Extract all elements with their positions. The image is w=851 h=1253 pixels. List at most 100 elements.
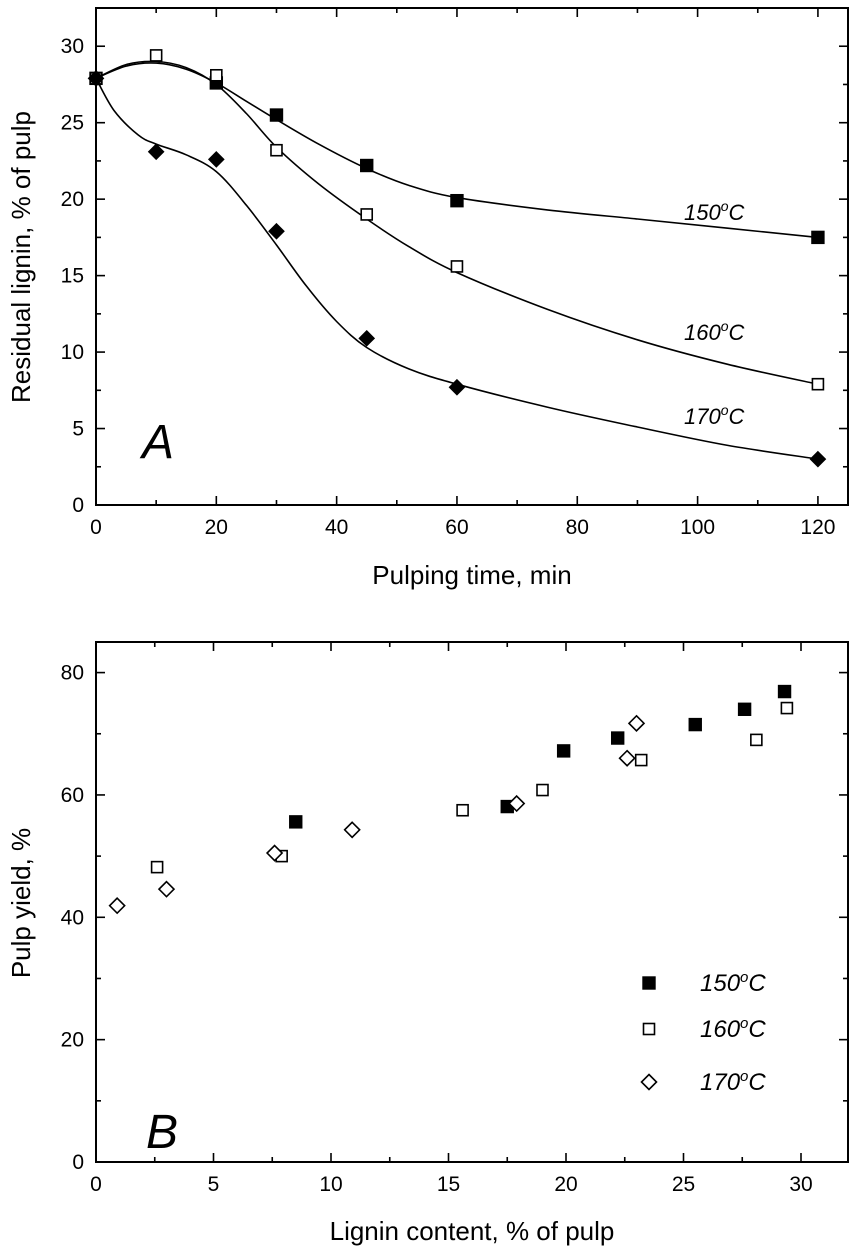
panel-a-series-170-label-degree-sign: o — [721, 402, 729, 418]
panel-a-series-150-label-unit: C — [729, 200, 745, 225]
panel-b-legend-label-150-value: 150 — [700, 970, 741, 997]
panel-a-series-170-point — [87, 69, 105, 87]
panel-a-series-170-label-value: 170 — [684, 404, 721, 429]
panel-b-legend-label-160-degree-sign: o — [740, 1015, 748, 1032]
panel-b-legend-marker-150 — [642, 976, 656, 990]
panel-a-series-150-label-degree-sign: o — [721, 198, 729, 214]
panel-a-x-axis-title: Pulping time, min — [372, 560, 571, 590]
panel-a-series-170-point — [268, 222, 285, 240]
panel-b-y-axis-title: Pulp yield, % — [6, 828, 36, 978]
panel-a-series-170-point — [207, 151, 225, 168]
panel-b-series-170 — [108, 714, 646, 915]
panel-a-plot-frame — [95, 7, 849, 506]
panel-b-y-tick-label: 60 — [61, 784, 84, 807]
panel-a-y-tick-label: 30 — [61, 35, 84, 58]
panel-a-series-150-point — [360, 158, 374, 173]
panel-a-x-tick-label: 40 — [325, 516, 348, 539]
panel-b-series-150 — [289, 684, 792, 829]
panel-a-series-170-label: 170oC — [684, 402, 745, 429]
panel-b-series-150-point — [777, 684, 792, 699]
panel-a-y-tick-label: 25 — [61, 112, 84, 135]
panel-b-legend-marker-160 — [642, 1022, 656, 1036]
panel-b-legend-label-160: 160oC — [700, 1015, 766, 1043]
panel-a-y-tick-label: 20 — [61, 188, 84, 211]
panel-a-series-170-label-unit: C — [729, 404, 745, 429]
panel-a-y-tick-label: 15 — [61, 265, 84, 288]
panel-a-x-tick-label: 80 — [566, 516, 589, 539]
panel-b-series-170-point — [618, 749, 636, 767]
panel-a: 0 20 40 60 80 100 120 0 5 10 15 20 25 30 Pulping time,… — [6, 7, 849, 590]
panel-a-series-170-point — [448, 378, 466, 396]
panel-b-series-160-point — [150, 860, 164, 874]
panel-b-x-tick-label: 5 — [208, 1173, 220, 1196]
panel-a-series-160-point — [450, 260, 464, 273]
panel-a-series-160-label-degree-sign: o — [721, 318, 729, 334]
panel-b: 0 5 10 15 20 25 30 0 20 40 60 80 Lignin content, % o… — [6, 641, 849, 1246]
panel-b-y-tick-label: 80 — [61, 662, 84, 685]
panel-a-x-tick-label: 60 — [445, 516, 468, 539]
panel-b-x-tick-label: 0 — [90, 1173, 102, 1196]
panel-b-series-170-point — [157, 880, 176, 898]
panel-a-x-tick-label: 0 — [90, 516, 102, 539]
panel-a-series-150-label-value: 150 — [684, 200, 721, 225]
panel-b-series-150-point — [737, 702, 752, 716]
panel-b-series-170-point — [265, 844, 284, 862]
panel-b-x-tick-label: 10 — [319, 1173, 342, 1196]
panel-b-y-tick-label: 40 — [61, 906, 84, 929]
panel-a-series-160-point — [811, 377, 825, 391]
panel-b-legend-label-160-unit: C — [748, 1016, 766, 1043]
panel-b-legend-label-150: 150oC — [700, 969, 766, 997]
panel-a-x-tick-label: 100 — [680, 516, 715, 539]
panel-b-series-160-point — [780, 701, 794, 715]
panel-b-legend-label-150-degree-sign: o — [740, 969, 748, 986]
panel-a-series-150-point — [450, 193, 464, 208]
panel-b-legend-label-170-degree-sign: o — [740, 1068, 748, 1085]
panel-b-legend-label-170: 170oC — [700, 1068, 766, 1096]
panel-b-x-tick-label: 25 — [672, 1173, 695, 1196]
panel-b-x-axis-title: Lignin content, % of pulp — [330, 1216, 615, 1246]
panel-b-series-160-point — [634, 753, 648, 767]
panel-a-series-170: 170oC — [87, 69, 827, 468]
panel-a-series-160-label-value: 160 — [684, 320, 721, 345]
panel-a-y-tick-label: 10 — [61, 341, 84, 364]
panel-a-series-170-point — [358, 329, 376, 347]
panel-a-series-160-fit-curve — [95, 60, 819, 385]
panel-b-letter: B — [146, 1106, 178, 1159]
panel-b-plot-frame — [95, 641, 849, 1163]
panel-b-series-160-point — [456, 803, 469, 817]
panel-a-y-axis-title: Residual lignin, % of pulp — [6, 111, 36, 403]
panel-b-series-150-point — [556, 744, 571, 758]
panel-a-y-tick-label: 5 — [72, 418, 84, 441]
panel-b-legend-label-170-unit: C — [748, 1069, 766, 1096]
panel-a-series-160-label-unit: C — [729, 320, 745, 345]
panel-a-series-150: 150oC — [89, 62, 825, 245]
panel-a-y-tick-label: 0 — [72, 494, 84, 517]
panel-a-series-150-point — [269, 108, 284, 122]
panel-b-legend-label-150-unit: C — [748, 970, 766, 997]
panel-b-legend-label-170-value: 170 — [700, 1069, 741, 1096]
panel-a-letter: A — [139, 416, 174, 469]
panel-a-series-150-point — [811, 230, 825, 245]
panel-a-series-160-point — [149, 49, 163, 62]
panel-a-series-160-label: 160oC — [684, 318, 745, 345]
panel-a-series-170-point — [809, 450, 827, 468]
panel-b-series-160-point — [750, 733, 763, 747]
panel-b-x-tick-label: 20 — [554, 1173, 577, 1196]
panel-b-series-150-point — [688, 717, 702, 732]
panel-a-x-tick-label: 120 — [800, 516, 835, 539]
panel-b-y-tick-label: 20 — [61, 1029, 84, 1052]
panel-b-series-160-point — [536, 783, 549, 797]
panel-b-x-tick-label: 30 — [789, 1173, 812, 1196]
panel-a-series-160-point — [210, 68, 223, 82]
panel-b-series-170-point — [627, 714, 646, 732]
panel-b-series-170-point — [343, 821, 361, 839]
panel-b-series-170-point — [108, 897, 126, 915]
panel-a-series-160-point — [270, 143, 283, 157]
panel-b-x-tick-label: 15 — [437, 1173, 460, 1196]
panel-a-series-150-fit-curve — [95, 62, 818, 239]
panel-a-series-150-label: 150oC — [684, 198, 745, 225]
panel-b-series-150-point — [611, 731, 625, 745]
panel-b-y-tick-label: 0 — [72, 1151, 84, 1174]
